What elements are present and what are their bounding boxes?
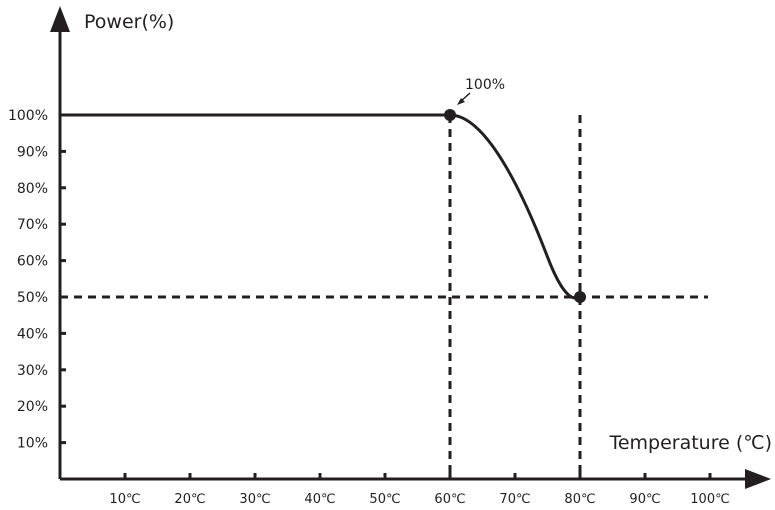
- y-tick-label: 10%: [17, 436, 48, 452]
- data-point: [574, 291, 586, 303]
- x-tick-label: 20℃: [174, 492, 205, 507]
- y-tick-label: 30%: [17, 363, 48, 379]
- y-axis-arrow: [50, 6, 70, 32]
- x-ticks: 10℃ 20℃ 30℃ 40℃ 50℃ 60℃ 70℃ 80℃ 90℃ 100℃: [109, 473, 730, 507]
- y-tick-label: 90%: [17, 144, 48, 160]
- x-tick-label: 100℃: [690, 492, 729, 507]
- y-axis-title: Power(%): [84, 11, 174, 33]
- x-tick-label: 40℃: [304, 492, 335, 507]
- data-point: [444, 109, 456, 121]
- series-line: [60, 113, 581, 300]
- x-axis-arrow: [745, 469, 771, 489]
- y-ticks: 10% 20% 30% 40% 50% 60% 70% 80% 90% 100%: [8, 108, 66, 452]
- reference-lines: [60, 115, 708, 479]
- y-tick-label: 80%: [17, 181, 48, 197]
- x-tick-label: 10℃: [109, 492, 140, 507]
- x-tick-label: 50℃: [369, 492, 400, 507]
- x-tick-label: 60℃: [434, 492, 465, 507]
- x-tick-label: 90℃: [629, 492, 660, 507]
- x-axis-title: Temperature (℃): [608, 432, 772, 454]
- x-tick-label: 30℃: [239, 492, 270, 507]
- x-tick-label: 70℃: [499, 492, 530, 507]
- annotation-arrowhead: [457, 98, 465, 105]
- y-tick-label: 50%: [17, 290, 48, 306]
- series-curve: [60, 113, 581, 300]
- y-tick-label: 20%: [17, 399, 48, 415]
- y-tick-label: 40%: [17, 326, 48, 342]
- y-tick-label: 70%: [17, 217, 48, 233]
- axes: [50, 6, 771, 489]
- y-tick-label: 60%: [17, 254, 48, 270]
- y-tick-label: 100%: [8, 108, 48, 124]
- annotation-label: 100%: [465, 77, 505, 93]
- markers: [444, 92, 586, 303]
- x-tick-label: 80℃: [564, 492, 595, 507]
